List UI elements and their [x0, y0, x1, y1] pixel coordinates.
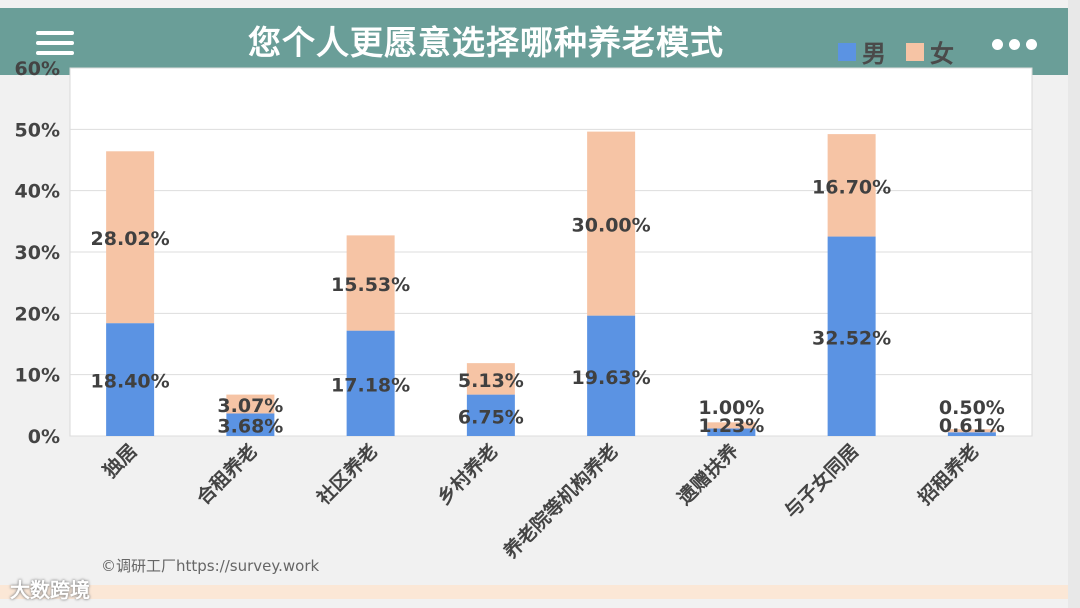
data-label-female: 1.00%	[698, 397, 764, 419]
bar-male	[947, 432, 996, 436]
bar-male	[466, 394, 515, 436]
chart-header-bar	[0, 8, 1068, 75]
bar-female	[947, 429, 996, 433]
data-label-female: 3.07%	[217, 395, 283, 417]
y-tick-label: 60%	[15, 58, 60, 80]
x-category-label: 养老院等机构养老	[498, 439, 622, 563]
bar-female	[346, 235, 395, 331]
more-dots-icon[interactable]	[992, 35, 1043, 54]
data-label-male: 17.18%	[331, 374, 410, 396]
data-label-male: 32.52%	[812, 327, 891, 349]
data-label-male: 18.40%	[91, 371, 170, 393]
brand-logo: 大数跨境	[10, 578, 90, 602]
data-label-female: 15.53%	[331, 274, 410, 296]
legend-item-female: 女	[906, 34, 954, 69]
right-edge-bar	[1068, 0, 1080, 608]
x-category-label: 社区养老	[311, 439, 382, 510]
y-tick-label: 0%	[28, 426, 60, 448]
y-tick-label: 10%	[15, 365, 60, 387]
data-label-female: 28.02%	[91, 228, 170, 250]
x-category-label: 独居	[99, 439, 142, 482]
y-tick-label: 40%	[15, 181, 60, 203]
bar-male	[346, 330, 395, 436]
bar-female	[226, 394, 275, 414]
x-category-label: 遗赠扶养	[672, 439, 743, 510]
legend-label-male: 男	[862, 40, 886, 68]
bar-male	[827, 236, 876, 436]
legend-swatch-male	[838, 42, 856, 61]
chart-legend: 男 女	[838, 34, 974, 69]
data-label-male: 6.75%	[458, 406, 524, 428]
footer-strip	[0, 585, 1068, 599]
chart-title: 您个人更愿意选择哪种养老模式	[248, 23, 724, 62]
data-label-female: 0.50%	[939, 397, 1005, 419]
y-tick-label: 20%	[15, 303, 60, 325]
data-label-male: 1.23%	[698, 415, 764, 437]
hamburger-menu-icon[interactable]	[36, 31, 74, 55]
legend-item-male: 男	[838, 34, 886, 69]
data-label-male: 19.63%	[572, 367, 651, 389]
x-category-label: 招租养老	[913, 439, 983, 509]
bar-female	[827, 134, 876, 237]
bar-female	[707, 422, 756, 429]
bar-male	[707, 428, 756, 436]
bar-male	[226, 413, 275, 436]
x-category-label: 乡村养老	[432, 439, 502, 509]
bar-female	[466, 363, 515, 395]
y-tick-label: 50%	[15, 119, 60, 141]
x-category-label: 与子女同居	[780, 439, 863, 522]
data-label-female: 5.13%	[458, 370, 524, 392]
data-label-male: 0.61%	[939, 415, 1005, 437]
data-label-female: 30.00%	[572, 215, 651, 237]
data-label-male: 3.68%	[217, 416, 283, 438]
bar-male	[587, 315, 636, 436]
bar-female	[106, 151, 155, 324]
bar-male	[106, 323, 155, 436]
bar-female	[587, 131, 636, 316]
data-label-female: 16.70%	[812, 176, 891, 198]
x-category-label: 合租养老	[192, 439, 262, 509]
watermark-text: ©调研工厂https://survey.work	[101, 557, 320, 575]
legend-swatch-female	[906, 42, 924, 61]
y-tick-label: 30%	[15, 242, 60, 264]
legend-label-female: 女	[930, 40, 954, 68]
